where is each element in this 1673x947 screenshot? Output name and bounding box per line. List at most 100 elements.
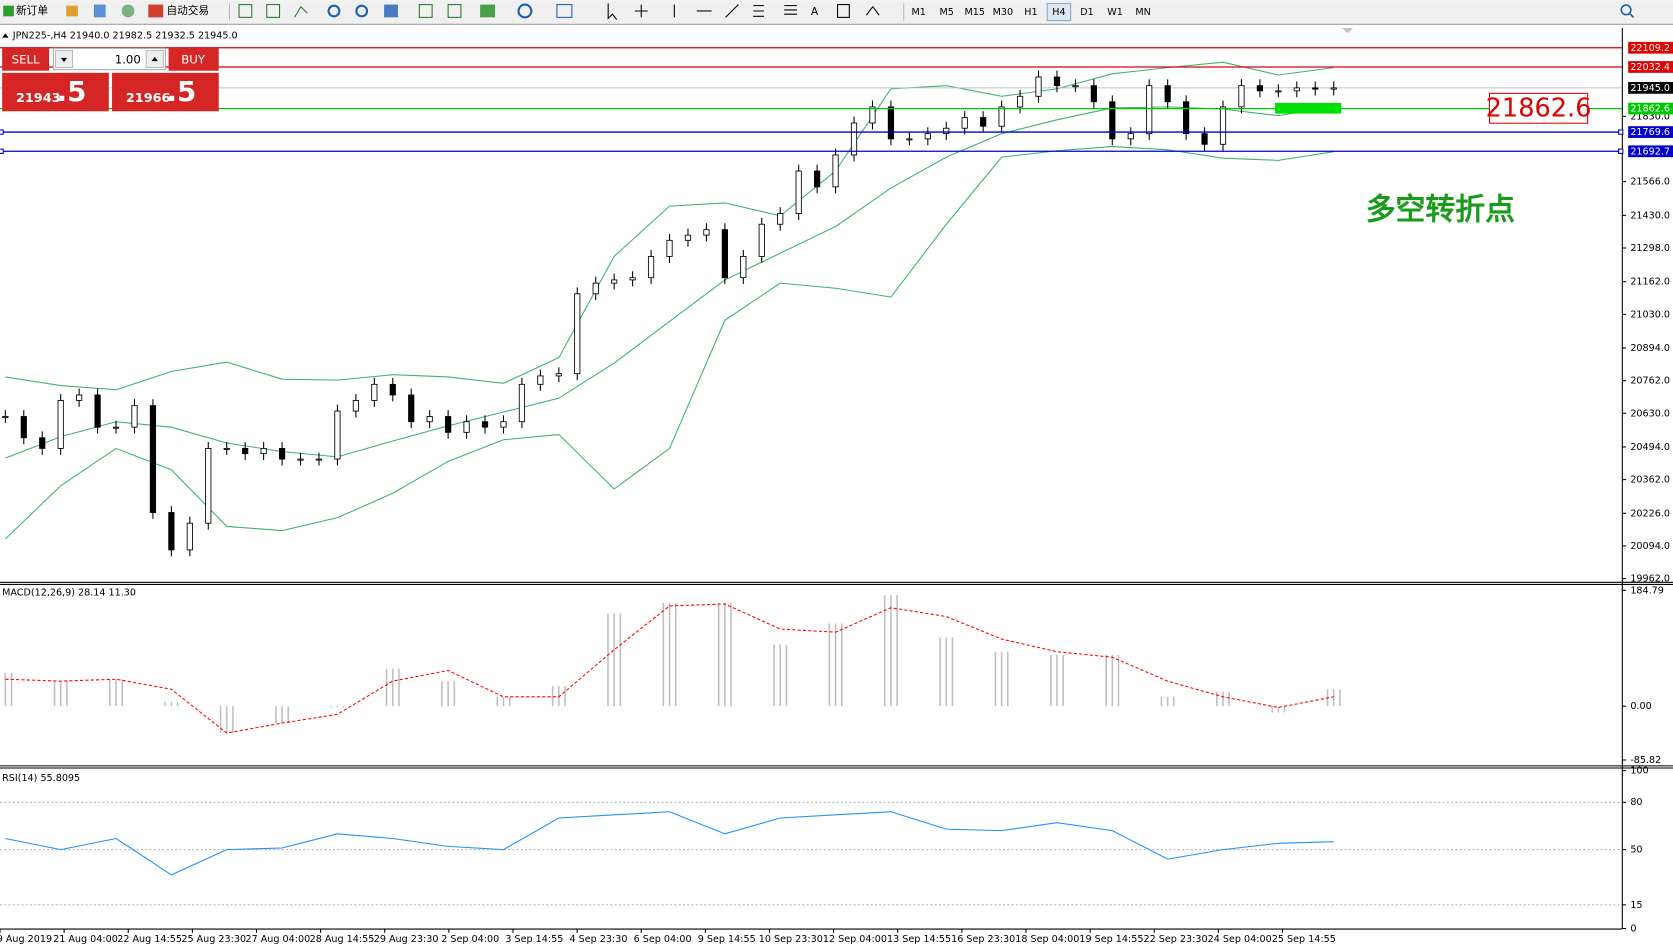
- bid-main[interactable]: 21943: [16, 91, 61, 106]
- y-tick-label: 21162.0: [1630, 277, 1670, 288]
- trendline-tool[interactable]: [725, 4, 739, 18]
- y-tick-label: 20762.0: [1630, 376, 1670, 387]
- bid-tail[interactable]: .5: [57, 75, 87, 108]
- macd-signal: [5, 603, 1334, 734]
- ask-tail[interactable]: .5: [166, 75, 196, 108]
- candle-body: [57, 399, 64, 449]
- candle-body: [518, 383, 526, 423]
- toolbar-buttons[interactable]: 新订单 自动交易 A: [3, 3, 1635, 21]
- timeframe-button[interactable]: H4: [1052, 7, 1065, 18]
- x-tick-label: 24 Sep 04:00: [1208, 934, 1272, 945]
- x-tick-label: 27 Aug 04:00: [245, 934, 310, 945]
- y-tick-label: 80: [1630, 797, 1642, 808]
- x-tick-label: 6 Sep 04:00: [634, 934, 692, 945]
- candle-body: [334, 410, 341, 460]
- y-tick-label: 50: [1630, 845, 1642, 856]
- candle-body: [943, 127, 950, 135]
- label-tool[interactable]: [837, 4, 850, 18]
- x-tick-label: 28 Aug 14:55: [310, 934, 375, 945]
- bollinger-upper: [5, 61, 1334, 391]
- level-price-label: 21862.6: [1630, 104, 1670, 115]
- icon[interactable]: [66, 5, 78, 17]
- current-price-tag: [1628, 82, 1673, 94]
- candle-body: [795, 170, 802, 215]
- candle-body: [666, 239, 673, 257]
- sell-button[interactable]: [2, 47, 50, 71]
- auto-trading-icon[interactable]: [148, 4, 164, 18]
- new-order-icon[interactable]: [3, 5, 14, 17]
- candle-body: [980, 117, 987, 127]
- channel-tool[interactable]: [753, 5, 764, 17]
- timeframe-button[interactable]: M1: [911, 7, 925, 18]
- candle-body: [1016, 95, 1024, 108]
- pane-title: RSI(14) 55.8095: [2, 773, 80, 784]
- icon[interactable]: [238, 4, 253, 18]
- y-tick-label: 100: [1630, 766, 1648, 777]
- text-tool[interactable]: A: [811, 5, 819, 18]
- icon[interactable]: [294, 5, 308, 18]
- icon[interactable]: [447, 4, 462, 18]
- buy-button[interactable]: [168, 47, 219, 71]
- candle-body: [1275, 90, 1282, 93]
- candle-body: [389, 383, 396, 396]
- scroll-marker: [1342, 28, 1353, 34]
- candle-body: [500, 421, 507, 428]
- timeframe-button[interactable]: M5: [940, 7, 954, 18]
- candle-body: [1072, 85, 1079, 88]
- y-tick-label: 20630.0: [1630, 408, 1670, 419]
- zoom-out[interactable]: [355, 4, 369, 18]
- candle-body: [94, 394, 101, 428]
- level-price-label: 21692.7: [1630, 146, 1670, 157]
- timeframe-button[interactable]: M15: [965, 7, 986, 18]
- candle-body: [76, 394, 83, 401]
- arrow-tool[interactable]: [865, 5, 880, 16]
- timeframes: M1 M5 M15 M30 H1 H4 D1 W1 MN: [911, 2, 1151, 22]
- timeframe-button[interactable]: M30: [993, 7, 1014, 18]
- icon[interactable]: [384, 4, 398, 18]
- icon[interactable]: [556, 4, 573, 18]
- marked-price-box: [1488, 92, 1589, 124]
- timeframe-button[interactable]: D1: [1080, 7, 1094, 18]
- candle-body: [1053, 76, 1061, 87]
- y-tick-label: 0.00: [1630, 701, 1651, 712]
- timeframe-button[interactable]: W1: [1107, 7, 1123, 18]
- cursor-tool[interactable]: [607, 3, 618, 20]
- icon[interactable]: [517, 3, 533, 19]
- candle-body: [740, 255, 747, 279]
- new-order[interactable]: 新订单: [16, 4, 48, 17]
- annotation: 多空转折点: [1366, 193, 1515, 228]
- candle-body: [684, 234, 692, 241]
- crosshair-tool[interactable]: [634, 4, 648, 18]
- pane-title: JPN225-,H4 21940.0 21982.5 21932.5 21945…: [12, 31, 238, 42]
- candle-body: [297, 458, 304, 461]
- timeframe-button[interactable]: H1: [1024, 7, 1037, 18]
- candle-body: [1312, 87, 1319, 90]
- buy-label[interactable]: BUY: [181, 53, 206, 67]
- sell-label[interactable]: SELL: [12, 53, 40, 67]
- zoom-in[interactable]: [327, 4, 341, 18]
- active-timeframe: [1046, 2, 1072, 22]
- candle-body: [2, 416, 9, 419]
- sell-price-box[interactable]: [2, 72, 109, 112]
- timeframe-button[interactable]: MN: [1135, 7, 1150, 18]
- candle-body: [592, 282, 599, 295]
- y-tick-label: -85.82: [1630, 755, 1661, 766]
- icon[interactable]: [121, 4, 135, 18]
- x-tick-label: 21 Aug 04:00: [53, 934, 118, 945]
- icon[interactable]: [418, 4, 433, 18]
- candle-body: [814, 170, 821, 188]
- volume[interactable]: 1.00: [115, 53, 141, 67]
- candle-body: [186, 522, 193, 551]
- icon[interactable]: [480, 4, 496, 18]
- x-tick-label: 2 Sep 04:00: [441, 934, 499, 945]
- icon[interactable]: [93, 4, 106, 18]
- search[interactable]: [1620, 4, 1632, 16]
- fibo-tool[interactable]: [784, 5, 798, 15]
- candle-body: [537, 375, 544, 385]
- auto-trading[interactable]: 自动交易: [166, 4, 209, 17]
- ask-main[interactable]: 21966: [126, 91, 171, 106]
- icon[interactable]: [266, 4, 281, 18]
- volume-box[interactable]: [52, 47, 166, 71]
- buy-price-box[interactable]: [112, 72, 219, 112]
